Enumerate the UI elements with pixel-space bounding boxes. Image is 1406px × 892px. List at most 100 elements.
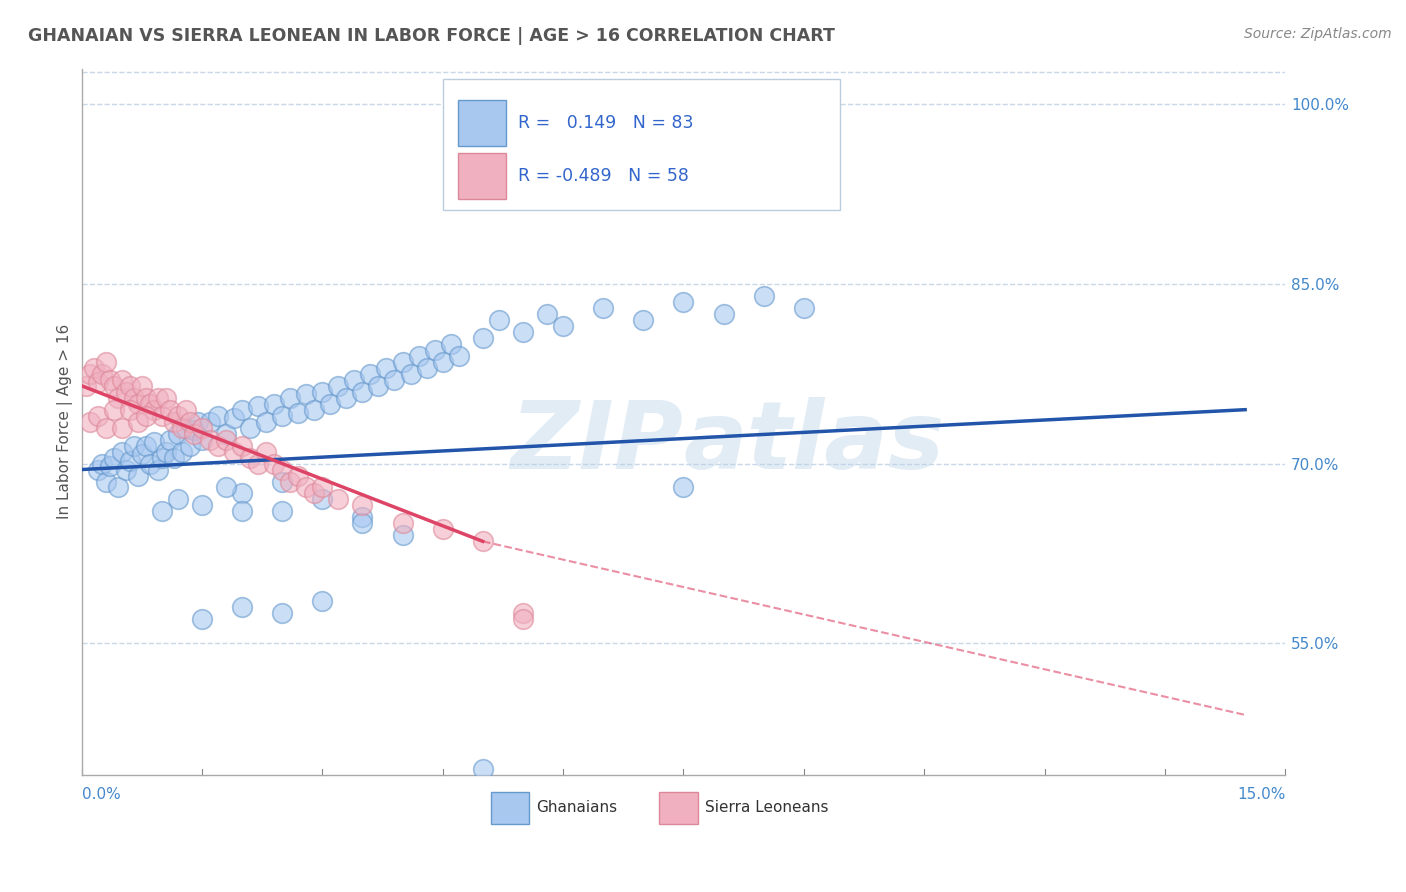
Point [447, 349, 470, 363]
Point [179, 439, 201, 453]
Point [408, 349, 430, 363]
Point [122, 439, 145, 453]
Point [278, 475, 301, 489]
Point [118, 454, 141, 468]
Point [471, 762, 494, 776]
Point [114, 462, 136, 476]
Point [94, 420, 117, 434]
Point [302, 402, 325, 417]
Point [231, 600, 253, 615]
Point [271, 462, 294, 476]
Point [311, 481, 333, 495]
Point [135, 391, 157, 405]
Point [263, 457, 285, 471]
Point [163, 415, 186, 429]
FancyBboxPatch shape [443, 79, 839, 210]
Point [131, 447, 153, 461]
Point [83, 360, 105, 375]
Point [432, 522, 454, 536]
FancyBboxPatch shape [491, 792, 529, 824]
Point [287, 468, 309, 483]
Point [103, 378, 125, 392]
Point [155, 391, 177, 405]
Point [207, 409, 229, 423]
Point [79, 415, 101, 429]
Text: Sierra Leoneans: Sierra Leoneans [704, 800, 828, 815]
Point [440, 336, 463, 351]
Point [90, 457, 112, 471]
Point [311, 594, 333, 608]
Point [179, 415, 201, 429]
Text: R = -0.489   N = 58: R = -0.489 N = 58 [519, 167, 689, 185]
FancyBboxPatch shape [458, 153, 506, 199]
Point [231, 402, 253, 417]
Text: GHANAIAN VS SIERRA LEONEAN IN LABOR FORCE | AGE > 16 CORRELATION CHART: GHANAIAN VS SIERRA LEONEAN IN LABOR FORC… [28, 27, 835, 45]
Point [239, 420, 262, 434]
Point [399, 367, 422, 381]
Point [174, 402, 197, 417]
Point [135, 409, 157, 423]
Point [319, 397, 342, 411]
Point [391, 528, 413, 542]
Point [159, 402, 181, 417]
Point [114, 384, 136, 399]
Text: ZIP: ZIP [510, 397, 683, 489]
Point [146, 391, 169, 405]
Point [122, 391, 145, 405]
Point [86, 375, 108, 389]
Point [183, 423, 205, 437]
Point [207, 439, 229, 453]
Point [103, 450, 125, 465]
Point [170, 420, 193, 434]
Point [107, 391, 129, 405]
Point [150, 450, 173, 465]
Point [271, 409, 294, 423]
Point [247, 457, 270, 471]
Point [271, 606, 294, 620]
Point [672, 481, 695, 495]
Point [142, 435, 165, 450]
Point [146, 462, 169, 476]
Point [166, 426, 188, 441]
Point [328, 492, 350, 507]
Point [375, 360, 398, 375]
Point [271, 475, 294, 489]
Point [111, 420, 134, 434]
FancyBboxPatch shape [458, 100, 506, 146]
Point [118, 402, 141, 417]
Point [295, 387, 318, 401]
Point [135, 439, 157, 453]
Point [391, 355, 413, 369]
Point [94, 475, 117, 489]
Point [287, 406, 309, 420]
Point [254, 415, 277, 429]
Point [131, 378, 153, 392]
Point [222, 444, 245, 458]
Text: atlas: atlas [683, 397, 945, 489]
Point [352, 510, 374, 524]
Point [231, 439, 253, 453]
Point [471, 331, 494, 345]
Point [215, 481, 238, 495]
Point [183, 426, 205, 441]
Point [352, 516, 374, 531]
Point [359, 367, 381, 381]
Point [127, 468, 149, 483]
Point [191, 612, 214, 626]
Point [107, 481, 129, 495]
Point [352, 499, 374, 513]
Point [311, 384, 333, 399]
Point [166, 492, 188, 507]
Point [247, 399, 270, 413]
Point [713, 307, 735, 321]
Point [98, 373, 121, 387]
Point [335, 391, 357, 405]
Point [90, 367, 112, 381]
Point [118, 378, 141, 392]
Point [127, 397, 149, 411]
Point [536, 307, 558, 321]
Point [752, 289, 775, 303]
Point [352, 384, 374, 399]
Point [215, 433, 238, 447]
Text: Source: ZipAtlas.com: Source: ZipAtlas.com [1244, 27, 1392, 41]
